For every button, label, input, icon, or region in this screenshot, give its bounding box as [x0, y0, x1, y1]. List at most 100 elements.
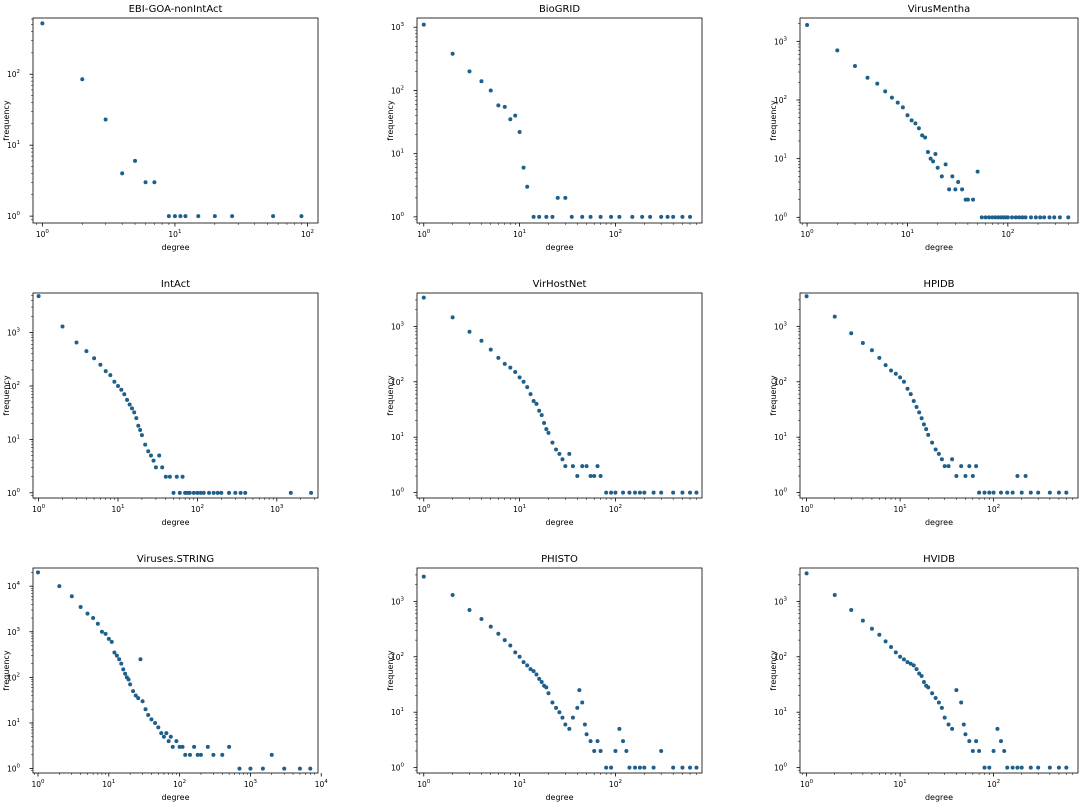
x-axis-label: degree [545, 518, 573, 527]
data-point [832, 314, 837, 319]
data-point [1038, 215, 1043, 220]
data-point [865, 75, 870, 80]
data-point [554, 705, 559, 710]
data-point [1009, 215, 1014, 220]
y-axis-label: frequency [2, 650, 11, 690]
data-point [133, 158, 138, 163]
data-point [139, 433, 144, 438]
data-point [163, 474, 168, 479]
data-point [550, 440, 555, 445]
data-point [659, 748, 664, 753]
data-point [143, 442, 148, 447]
data-point [227, 744, 232, 749]
data-point [575, 705, 580, 710]
data-point [103, 369, 108, 374]
data-point [271, 214, 276, 219]
data-point [688, 490, 693, 495]
data-point [546, 430, 551, 435]
data-point [450, 51, 455, 56]
y-tick-label: 102 [391, 377, 404, 387]
data-point [925, 149, 930, 154]
data-point [627, 765, 632, 770]
data-point [588, 739, 593, 744]
data-point [560, 715, 565, 720]
data-point [604, 765, 609, 770]
data-point [875, 81, 880, 86]
data-point [1064, 490, 1069, 495]
data-point [174, 474, 179, 479]
data-point [488, 347, 493, 352]
data-point [595, 464, 600, 469]
data-point [517, 375, 522, 380]
data-point [580, 700, 585, 705]
data-point [174, 739, 179, 744]
data-point [987, 765, 992, 770]
data-point [933, 696, 938, 701]
data-point [183, 752, 188, 757]
y-tick-label: 101 [391, 149, 404, 159]
data-point [106, 636, 111, 641]
data-point [956, 180, 961, 184]
data-point [671, 214, 676, 219]
data-point [178, 214, 183, 219]
data-point [212, 214, 217, 219]
data-point [269, 752, 274, 757]
data-point [869, 348, 874, 353]
data-point [1052, 215, 1057, 220]
data-point [917, 671, 922, 676]
data-point [905, 386, 910, 391]
data-point [959, 464, 964, 469]
data-point [609, 214, 614, 219]
data-point [805, 22, 810, 27]
y-tick-label: 103 [391, 22, 405, 32]
data-point [1010, 490, 1015, 495]
x-axis-label: degree [925, 793, 953, 802]
data-point [1036, 490, 1041, 495]
data-point [160, 465, 165, 470]
y-tick-label: 102 [774, 95, 787, 105]
data-point [187, 752, 192, 757]
data-point [914, 405, 919, 410]
data-point [80, 77, 85, 82]
data-point [496, 355, 501, 360]
data-point [92, 356, 97, 361]
data-point [936, 700, 941, 705]
data-point [1064, 765, 1069, 770]
data-point [91, 616, 96, 621]
data-point [900, 105, 905, 110]
data-point [930, 440, 935, 445]
data-point [146, 449, 151, 454]
data-point [926, 685, 931, 690]
data-point [617, 214, 622, 219]
data-point [467, 607, 472, 612]
data-point [563, 195, 568, 200]
y-axis-label: frequency [386, 375, 395, 415]
data-point [935, 165, 940, 170]
data-point [138, 657, 143, 662]
panel-title: VirusMentha [908, 4, 971, 15]
data-point [613, 490, 618, 495]
y-axis-label: frequency [2, 100, 11, 140]
data-point [128, 682, 133, 687]
x-axis-label: degree [161, 243, 189, 252]
data-point [215, 490, 220, 495]
data-point [974, 739, 979, 744]
data-point [125, 397, 130, 402]
data-point [908, 392, 913, 397]
data-point [987, 490, 992, 495]
data-point [627, 490, 632, 495]
y-axis-label: frequency [769, 100, 778, 140]
data-point [680, 214, 685, 219]
data-point [126, 677, 131, 682]
data-point [950, 457, 955, 462]
y-tick-label: 102 [7, 69, 20, 79]
data-point [554, 447, 559, 452]
data-point [177, 744, 182, 749]
x-tick-label: 102 [1001, 229, 1014, 239]
data-point [421, 574, 426, 579]
data-point [965, 197, 970, 202]
y-tick-label: 103 [391, 596, 405, 606]
data-point [1023, 473, 1028, 478]
panel-title: Viruses.STRING [137, 554, 214, 565]
data-point [560, 457, 565, 462]
